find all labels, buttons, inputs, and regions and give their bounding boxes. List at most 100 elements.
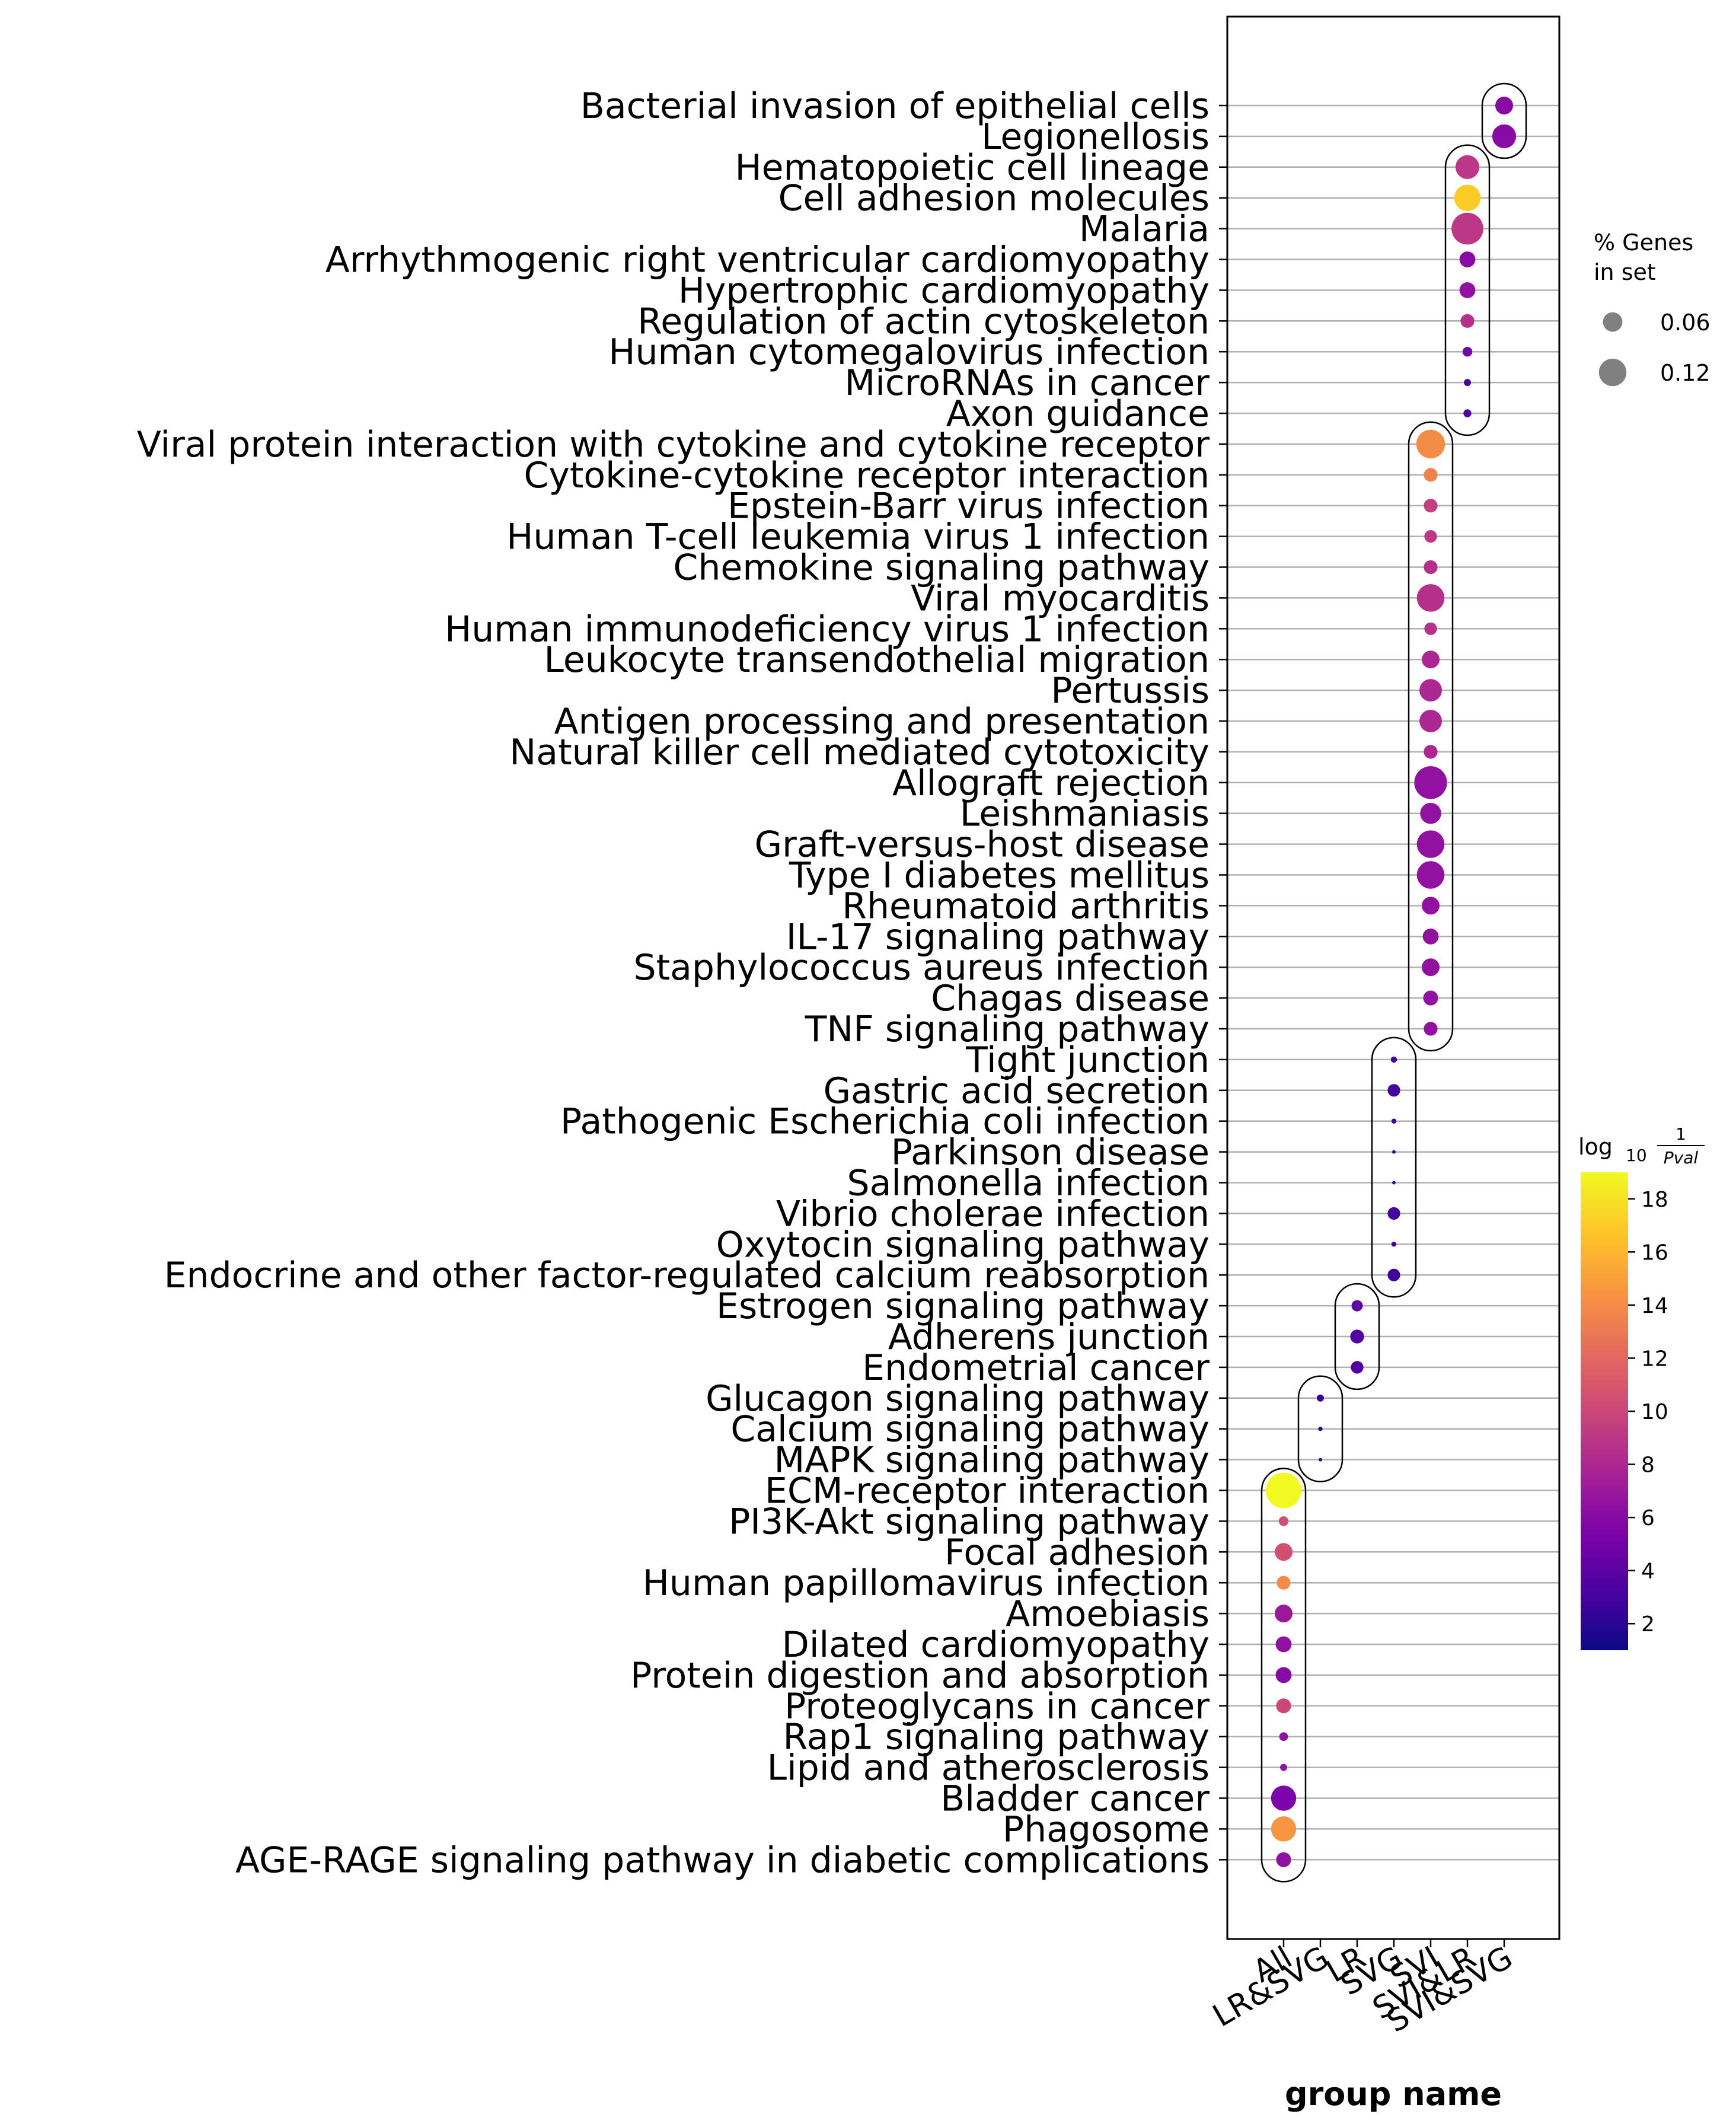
term-label: Leukocyte transendothelial migration <box>544 639 1210 681</box>
colorbar-tick-label: 2 <box>1641 1612 1655 1637</box>
colorbar-title-denominator: Pval <box>1664 1148 1699 1168</box>
y-axis-term-labels: Bacterial invasion of epithelial cellsLe… <box>137 85 1210 1881</box>
term-label: Natural killer cell mediated cytotoxicit… <box>509 732 1210 773</box>
term-label: Legionellosis <box>981 116 1210 158</box>
term-label: Endometrial cancer <box>862 1347 1210 1389</box>
term-label: Cytokine-cytokine receptor interaction <box>524 455 1210 496</box>
data-point <box>1451 212 1483 245</box>
data-point <box>1422 650 1440 669</box>
term-label: Axon guidance <box>946 393 1210 435</box>
term-label: Cell adhesion molecules <box>778 178 1210 219</box>
data-points <box>1266 97 1517 1867</box>
data-point <box>1422 897 1440 915</box>
colorbar-tick-label: 8 <box>1641 1453 1655 1478</box>
term-label: Bacterial invasion of epithelial cells <box>580 85 1210 127</box>
group-outline <box>1444 144 1491 436</box>
data-point <box>1414 766 1447 799</box>
term-label: Human T-cell leukemia virus 1 infection <box>506 516 1210 558</box>
term-label: Vibrio cholerae infection <box>776 1193 1210 1235</box>
size-legend-title-line-2: in set <box>1594 259 1656 285</box>
term-label: Rap1 signaling pathway <box>783 1717 1210 1758</box>
colorbar-tick-label: 6 <box>1641 1506 1655 1530</box>
data-point <box>1391 1242 1397 1247</box>
data-point <box>1278 1516 1289 1526</box>
term-label: Protein digestion and absorption <box>630 1655 1210 1696</box>
data-point <box>1275 1605 1293 1623</box>
term-label: Pertussis <box>1051 670 1210 712</box>
term-label: MAPK signaling pathway <box>774 1440 1210 1481</box>
term-label: Phagosome <box>1003 1809 1210 1850</box>
y-axis-ticks <box>1219 104 1227 1861</box>
term-label: Viral myocarditis <box>911 578 1210 619</box>
data-point <box>1350 1329 1364 1344</box>
term-label: Bladder cancer <box>940 1778 1210 1820</box>
term-label: Hypertrophic cardiomyopathy <box>678 270 1210 311</box>
term-label: Malaria <box>1079 209 1210 250</box>
term-label: Arrhythmogenic right ventricular cardiom… <box>326 240 1210 281</box>
data-point <box>1275 1543 1293 1561</box>
term-label: Proteoglycans in cancer <box>784 1686 1210 1727</box>
term-label: Leishmaniasis <box>960 793 1210 835</box>
data-point <box>1351 1361 1364 1374</box>
data-point <box>1416 584 1445 612</box>
data-point <box>1279 1732 1288 1742</box>
term-label: Staphylococcus aureus infection <box>634 947 1210 988</box>
term-label: Dilated cardiomyopathy <box>782 1624 1210 1666</box>
group-outline <box>1334 1283 1380 1391</box>
colorbar: log 10 1 Pval 2 4 6 8 10 12 14 16 18 <box>1578 1124 1705 1650</box>
data-point <box>1459 251 1476 267</box>
colorbar-tick-label: 18 <box>1641 1188 1668 1212</box>
term-label: Adherens junction <box>888 1316 1210 1358</box>
data-point <box>1387 1268 1400 1281</box>
data-point <box>1276 1698 1291 1714</box>
term-label: Allograft rejection <box>892 763 1210 804</box>
data-point <box>1492 124 1517 149</box>
term-label: Antigen processing and presentation <box>554 701 1210 742</box>
data-point <box>1392 1181 1396 1185</box>
data-point <box>1454 184 1481 211</box>
term-label: Rheumatoid arthritis <box>842 885 1210 927</box>
size-legend-label: 0.12 <box>1660 360 1711 386</box>
group-outline <box>1371 1037 1417 1298</box>
term-label: Human cytomegalovirus infection <box>608 331 1210 373</box>
data-point <box>1317 1394 1324 1402</box>
term-label: AGE-RAGE signaling pathway in diabetic c… <box>235 1839 1210 1881</box>
data-point <box>1280 1763 1287 1771</box>
data-point <box>1495 97 1513 114</box>
term-label: Lipid and atherosclerosis <box>767 1747 1210 1789</box>
term-label: Epstein-Barr virus infection <box>727 486 1210 527</box>
term-label: TNF signaling pathway <box>805 1009 1210 1050</box>
data-point <box>1420 802 1441 824</box>
term-label: ECM-receptor interaction <box>765 1471 1210 1512</box>
colorbar-tick-label: 4 <box>1641 1559 1655 1584</box>
data-point <box>1391 1118 1397 1124</box>
term-label: Human papillomavirus infection <box>643 1562 1210 1604</box>
colorbar-title-base: 10 <box>1626 1146 1647 1165</box>
group-outline <box>1260 1468 1307 1883</box>
term-label: Hematopoietic cell lineage <box>735 147 1210 189</box>
data-point <box>1266 1472 1301 1509</box>
term-label: Endocrine and other factor-regulated cal… <box>164 1255 1210 1296</box>
term-label: Glucagon signaling pathway <box>706 1378 1210 1420</box>
term-label: IL-17 signaling pathway <box>786 916 1210 958</box>
data-point <box>1277 1576 1291 1590</box>
data-point <box>1424 1022 1438 1036</box>
colorbar-title-log: log <box>1578 1134 1613 1160</box>
term-label: Tight junction <box>965 1039 1210 1081</box>
data-point <box>1455 155 1480 179</box>
data-point <box>1271 1785 1297 1811</box>
data-point <box>1419 710 1442 732</box>
data-point <box>1424 499 1438 513</box>
data-point <box>1422 958 1440 977</box>
x-axis-ticks <box>1282 1939 1505 1947</box>
grid-lines <box>1227 104 1559 1861</box>
data-point <box>1387 1084 1400 1097</box>
term-label: PI3K-Akt signaling pathway <box>729 1501 1210 1542</box>
group-outline <box>1297 1375 1344 1482</box>
data-point <box>1424 622 1437 635</box>
colorbar-tick-label: 12 <box>1641 1347 1668 1371</box>
data-point <box>1419 679 1442 702</box>
term-label: Viral protein interaction with cytokine … <box>137 424 1210 465</box>
data-point <box>1275 1636 1292 1653</box>
